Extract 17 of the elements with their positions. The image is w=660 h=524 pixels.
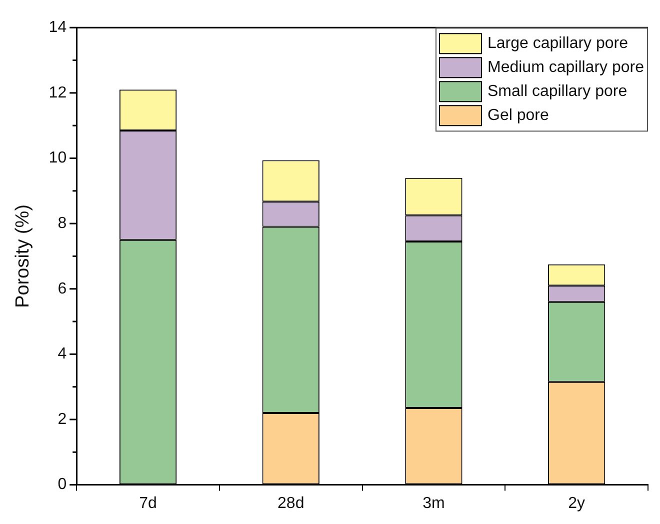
legend-label: Large capillary pore [487, 35, 628, 52]
x-tick-label: 2y [568, 494, 586, 512]
legend-label: Medium capillary pore [487, 59, 644, 76]
y-axis-title: Porosity (%) [12, 204, 34, 308]
y-tick-label: 2 [58, 410, 67, 428]
legend-label: Gel pore [487, 107, 549, 124]
x-tick-label: 3m [422, 494, 445, 512]
y-tick-label: 10 [48, 150, 67, 167]
x-tick-label: 7d [139, 494, 157, 512]
x-tick-label: 28d [278, 494, 304, 512]
y-tick-label: 12 [48, 84, 67, 102]
y-tick-label: 8 [58, 214, 67, 232]
y-tick-label: 6 [58, 280, 67, 298]
legend-label: Small capillary pore [487, 83, 628, 100]
y-tick-label: 0 [58, 476, 67, 494]
y-tick-label: 14 [48, 19, 67, 36]
y-tick-label: 4 [58, 346, 67, 363]
